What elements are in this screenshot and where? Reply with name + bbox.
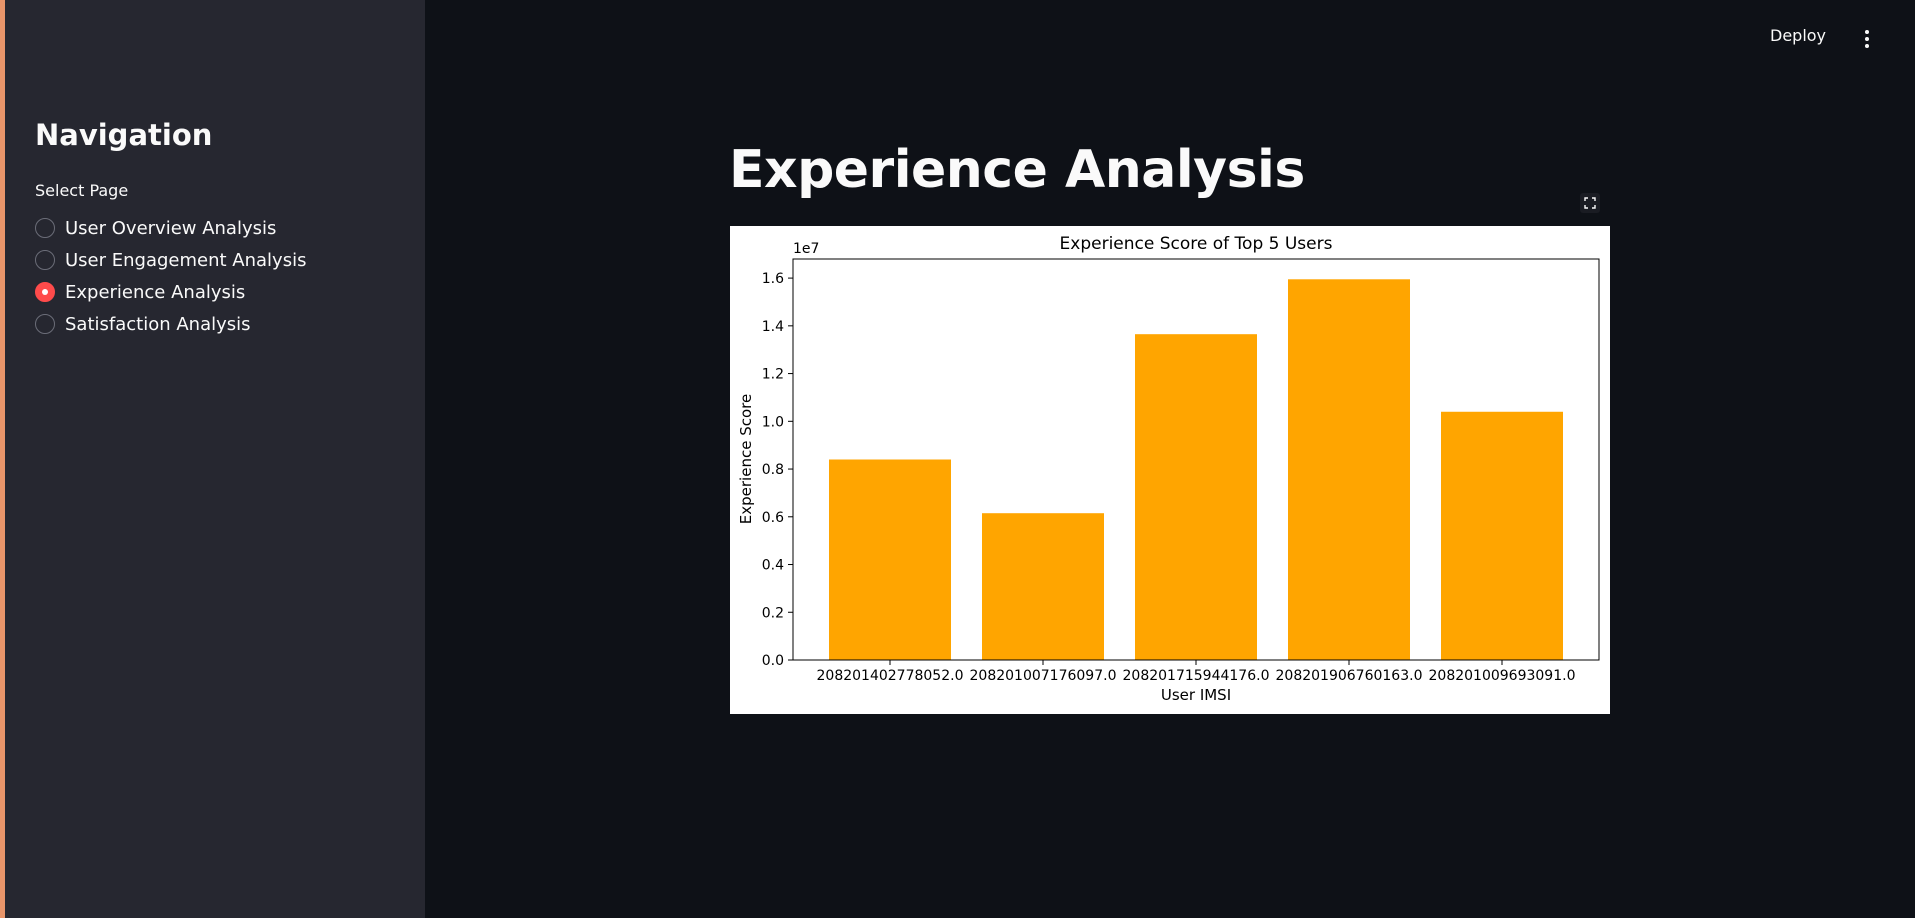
y-axis-label: Experience Score [737,394,755,524]
x-axis-label: User IMSI [1161,686,1231,704]
y-tick-label: 0.6 [762,510,784,526]
select-page-label: Select Page [35,181,129,200]
bar [1288,279,1410,660]
bar [982,513,1104,660]
radio-button[interactable] [35,218,55,238]
y-tick-label: 1.4 [762,319,784,335]
y-scale-label: 1e7 [793,241,819,257]
x-tick-label: 208201906760163.0 [1276,668,1423,684]
bar [1135,334,1257,660]
y-tick-label: 1.0 [762,414,784,430]
y-tick-label: 1.2 [762,367,784,383]
radio-option-satisfaction[interactable]: Satisfaction Analysis [35,310,251,338]
radio-option-user-engagement[interactable]: User Engagement Analysis [35,246,306,274]
page-title: Experience Analysis [729,140,1305,200]
x-tick-label: 208201715944176.0 [1123,668,1270,684]
radio-button[interactable] [35,250,55,270]
x-tick-label: 208201007176097.0 [970,668,1117,684]
chart-panel: Experience Score of Top 5 Users 1e7 Expe… [730,226,1610,714]
fullscreen-icon[interactable] [1580,193,1600,213]
radio-option-experience[interactable]: Experience Analysis [35,278,245,306]
plot-frame [792,258,1600,661]
y-tick-label: 0.8 [762,462,784,478]
bar [829,459,951,660]
y-tick-label: 0.2 [762,605,784,621]
deploy-button[interactable]: Deploy [1770,26,1827,45]
app-left-border [0,0,5,918]
radio-option-user-overview[interactable]: User Overview Analysis [35,214,276,242]
kebab-menu-icon[interactable] [1860,30,1874,50]
chart-title: Experience Score of Top 5 Users [1060,234,1333,254]
y-tick-label: 0.0 [762,653,784,669]
bar-chart: Experience Score of Top 5 Users 1e7 Expe… [737,234,1600,704]
radio-option-label: Experience Analysis [65,281,246,303]
bar [1441,411,1563,660]
y-tick-label: 0.4 [762,558,784,574]
x-tick-label: 208201009693091.0 [1429,668,1576,684]
y-tick-label: 1.6 [762,271,784,287]
x-tick-label: 208201402778052.0 [817,668,964,684]
radio-option-label: Satisfaction Analysis [65,313,251,335]
radio-option-label: User Overview Analysis [65,217,277,239]
radio-option-label: User Engagement Analysis [65,249,307,271]
radio-button[interactable] [35,314,55,334]
radio-button-selected[interactable] [35,282,55,302]
sidebar-title: Navigation [35,118,213,152]
sidebar: Navigation Select Page User Overview Ana… [5,0,425,918]
